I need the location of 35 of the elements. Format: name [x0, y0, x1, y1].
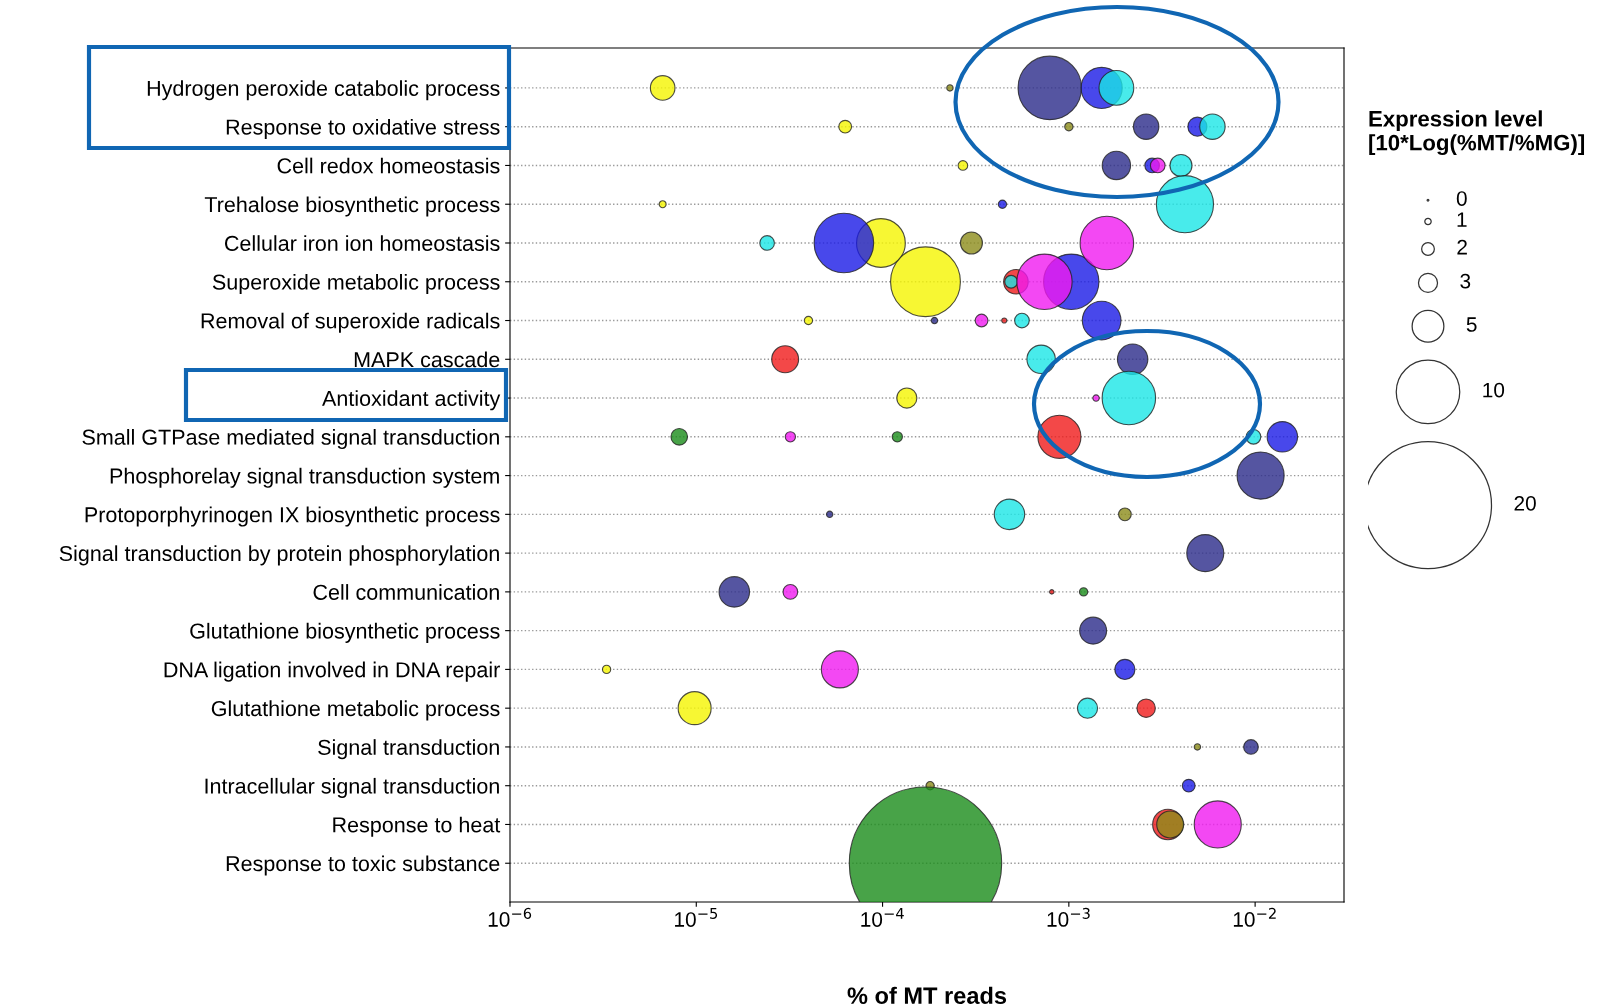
y-tick-label: Signal transduction — [318, 739, 499, 760]
y-tick-label: Antioxidant activity — [322, 390, 501, 411]
x-axis-title: % of MT reads — [847, 986, 1007, 1005]
y-tick-label: Cell communication — [313, 584, 499, 600]
legend-label: 3 — [1460, 273, 1471, 289]
y-tick-label: Response to heat — [333, 816, 501, 837]
y-tick-label: Glutathione metabolic process — [211, 700, 500, 721]
legend-label: 2 — [1457, 239, 1467, 255]
y-tick-label: DNA ligation involved in DNA repair — [164, 661, 500, 682]
x-tick-label: 10$^{−5}$ — [675, 908, 718, 927]
y-tick-label: Trehalose biosynthetic process — [204, 196, 500, 217]
legend-label: 20 — [1514, 495, 1536, 511]
y-tick-label: Cellular iron ion homeostasis — [224, 235, 500, 251]
x-tick-label: 10$^{−3}$ — [1047, 907, 1090, 927]
legend-label: 1 — [1457, 212, 1467, 227]
y-tick-label: Removal of superoxide radicals — [201, 312, 500, 333]
y-tick-label: Signal transduction by protein phosphorylation — [59, 545, 499, 566]
y-tick-label: Superoxide metabolic process — [212, 273, 500, 295]
y-tick-label: Response to toxic substance — [226, 855, 500, 876]
legend-label: 10 — [1483, 382, 1505, 398]
legend-title: Expression level [10*Log(%MT/%MG)] — [1369, 110, 1585, 156]
y-tick-label: Glutathione biosynthetic process — [190, 622, 500, 643]
y-tick-label: Phosphorelay signal transduction system — [110, 467, 499, 488]
y-tick-label: Hydrogen peroxide catabolic process — [147, 80, 500, 101]
y-tick-label: Intracellular signal transduction — [205, 777, 499, 798]
y-tick-label: Small GTPase mediated signal transduction — [82, 429, 499, 450]
y-tick-label: Protoporphyrinogen IX biosynthetic process — [85, 506, 500, 527]
x-tick-label: 10$^{−4}$ — [861, 908, 904, 927]
x-tick-label: 10$^{−6}$ — [488, 907, 532, 927]
legend-label: 0 — [1456, 191, 1467, 206]
legend-label: 5 — [1466, 317, 1477, 332]
y-tick-label: Response to oxidative stress — [226, 118, 500, 139]
y-tick-label: Cell redox homeostasis — [277, 157, 500, 174]
x-tick-label: 10$^{−2}$ — [1233, 907, 1276, 927]
y-tick-label: MAPK cascade — [354, 351, 500, 368]
